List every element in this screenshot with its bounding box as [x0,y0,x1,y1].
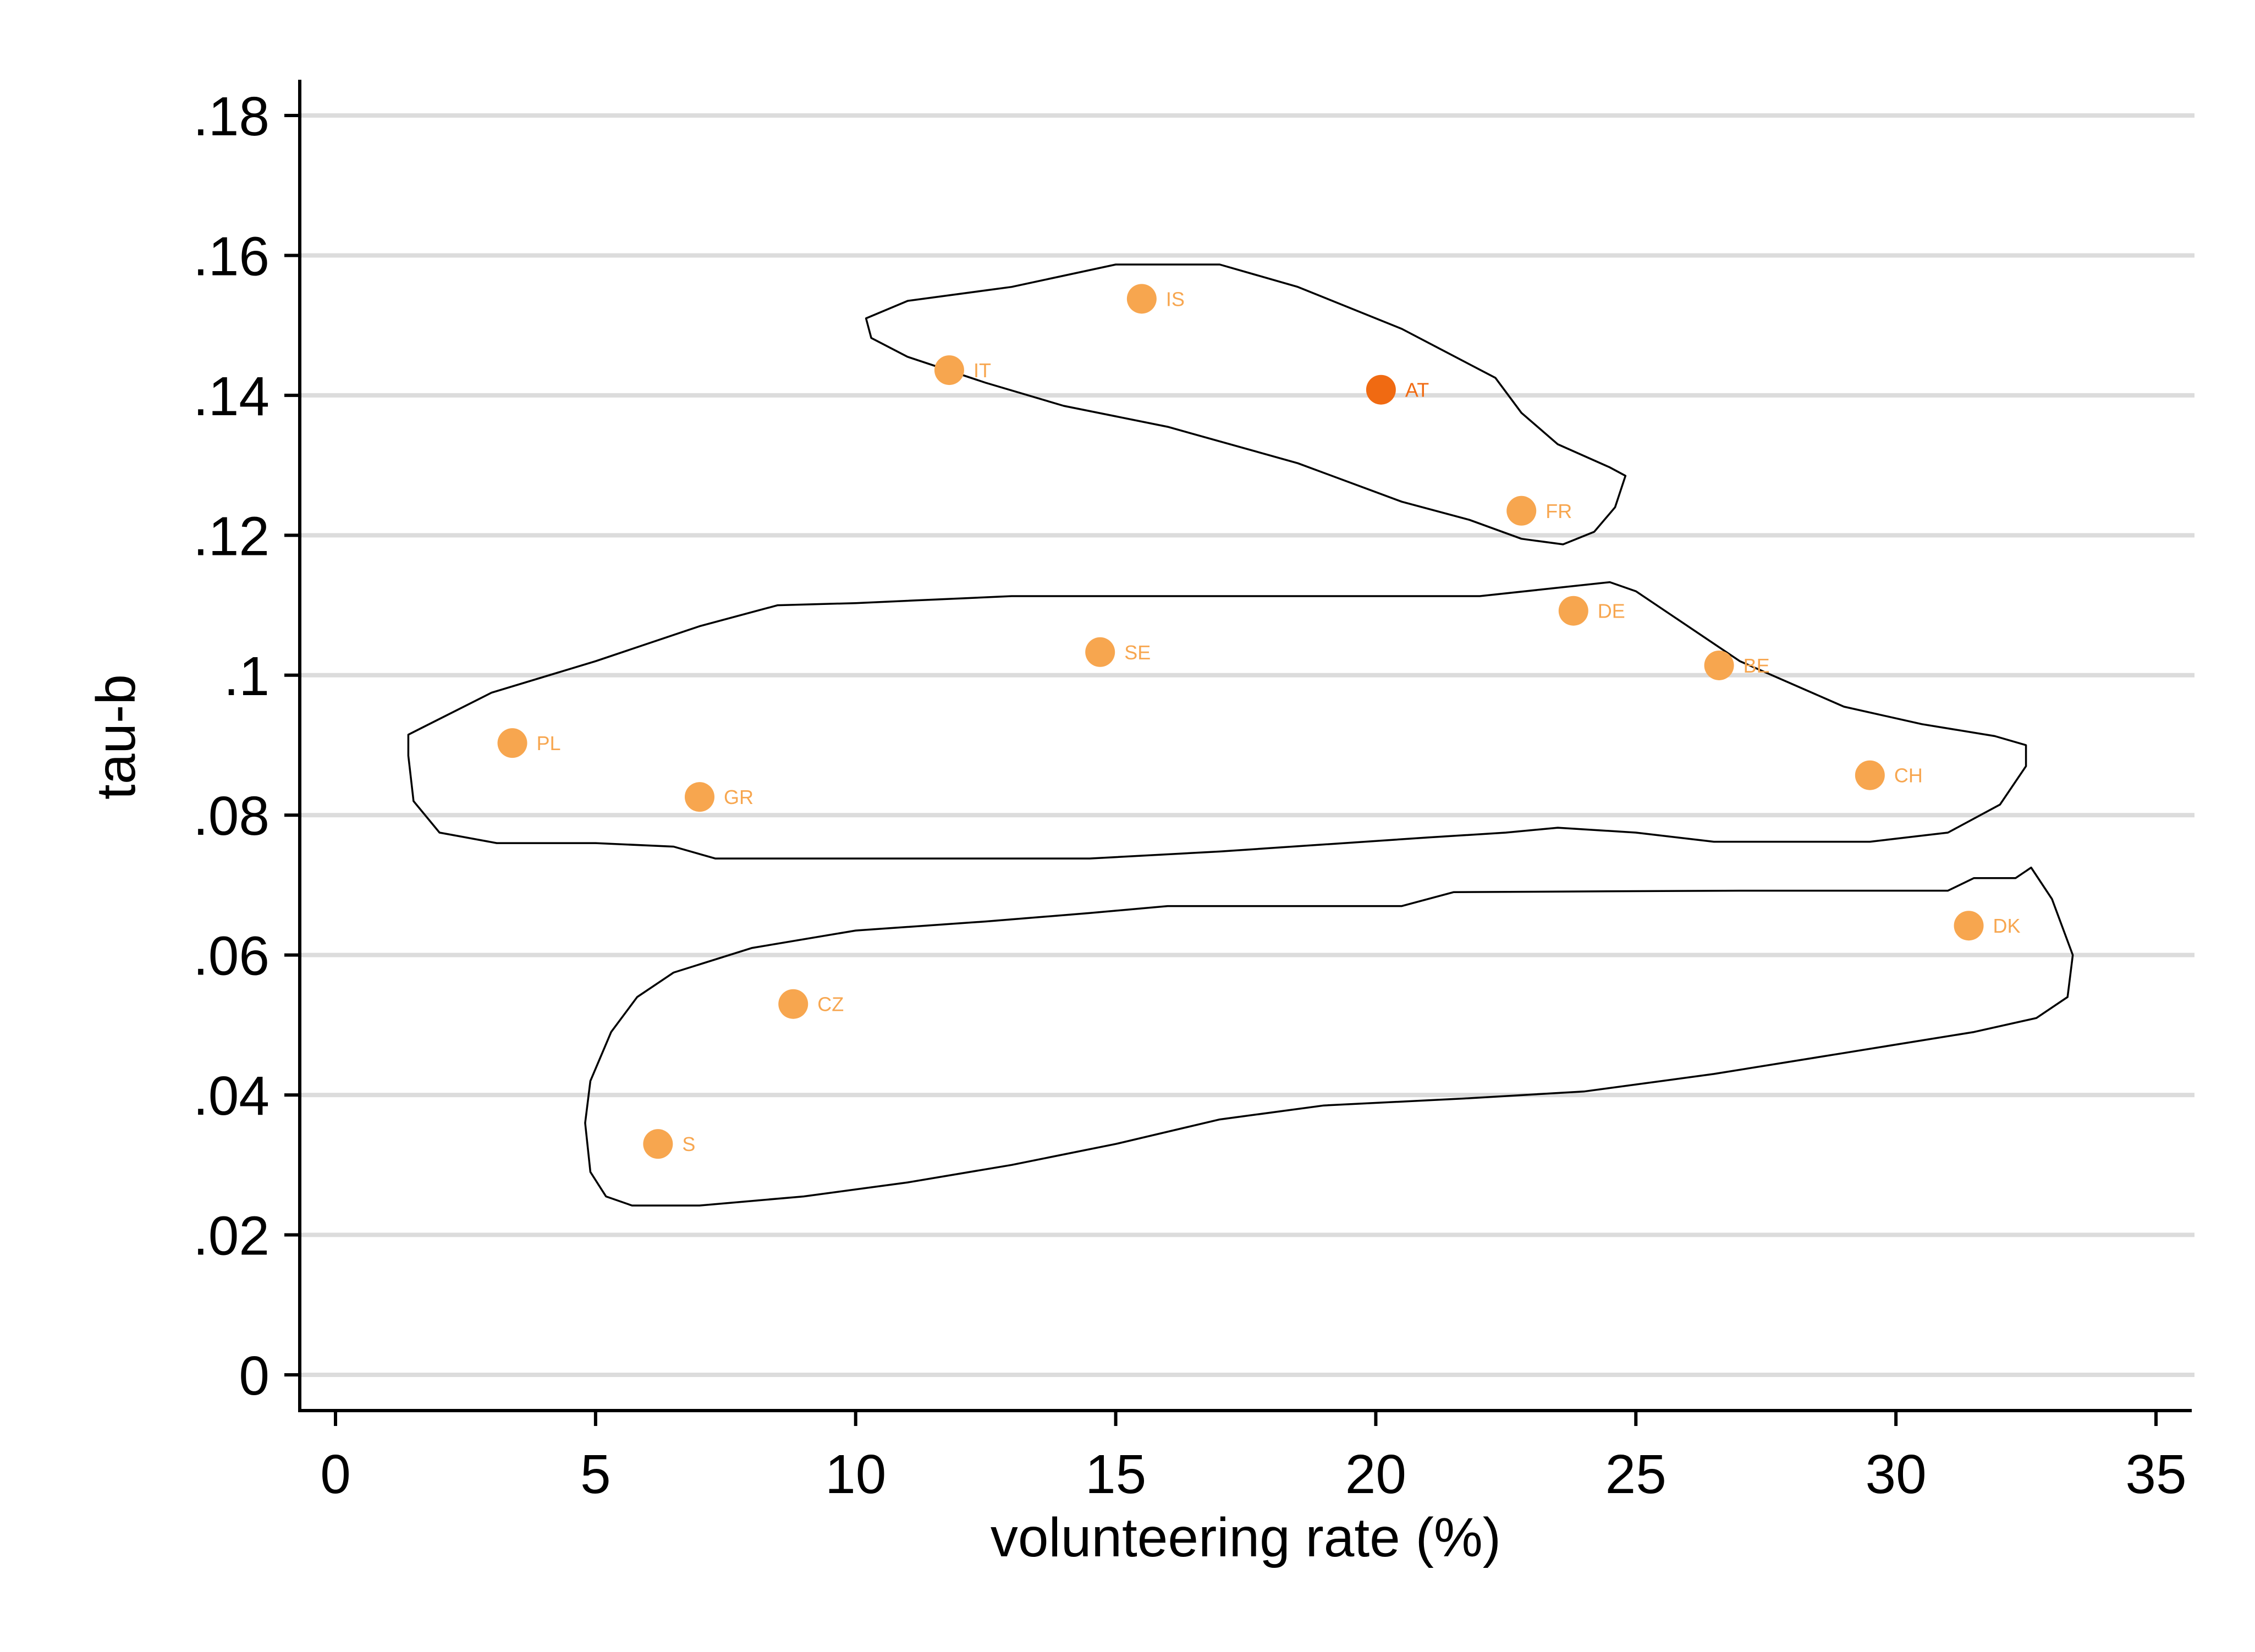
point-label-ch: CH [1894,764,1923,787]
x-tick-label: 0 [320,1444,351,1505]
y-tick-label: .08 [193,785,270,847]
point-label-s: S [682,1133,695,1155]
x-tick-label: 20 [1345,1444,1406,1505]
group-outline-1 [865,263,1627,546]
point-label-is: IS [1166,288,1185,310]
y-tick-label: .12 [193,505,270,567]
gridlines [301,113,2194,1377]
point-label-cz: CZ [817,993,844,1016]
y-tick-label: .04 [193,1065,270,1127]
y-tick-label: .14 [193,366,270,427]
point-label-gr: GR [724,786,754,808]
point-label-se: SE [1124,641,1151,664]
point-label-be: BE [1744,654,1770,677]
point-label-dk: DK [1993,915,2021,937]
y-axis-ticks: 0 .02 .04 .06 .08 .1 .12 .14 .16 .18 [193,86,300,1407]
point-dk [1954,911,1984,941]
point-label-it: IT [974,359,991,382]
x-tick-label: 35 [2125,1444,2186,1505]
point-fr [1506,495,1537,526]
x-tick-label: 25 [1605,1444,1667,1505]
y-tick-label: .06 [193,926,270,987]
y-tick-label: .1 [224,646,270,707]
point-ch [1855,760,1885,790]
point-is [1126,284,1157,314]
y-tick-label: 0 [239,1345,270,1407]
y-tick-label: .02 [193,1205,270,1267]
point-it [934,355,964,386]
x-tick-label: 15 [1085,1444,1146,1505]
group-outline-3 [584,866,2074,1207]
y-tick-label: .18 [193,86,270,147]
point-pl [497,728,527,758]
point-se [1085,637,1115,667]
point-label-pl: PL [537,732,561,755]
y-tick-label: .16 [193,225,270,287]
axes [298,80,2192,1412]
x-tick-label: 10 [825,1444,886,1505]
point-cz [778,989,809,1019]
x-axis-ticks: 0 5 10 15 20 25 30 35 [320,1411,2187,1505]
point-label-at: AT [1405,379,1429,401]
y-axis-label: tau-b [85,674,147,800]
group-outline-2 [407,581,2027,860]
point-be [1704,650,1734,680]
data-points: IS IT AT FR DE SE BE PL GR CH DK CZ S [497,284,2021,1159]
point-de [1558,596,1588,626]
x-tick-label: 30 [1866,1444,1927,1505]
x-axis-label: volunteering rate (%) [991,1507,1501,1568]
point-label-fr: FR [1546,500,1572,522]
point-gr [685,782,714,812]
point-at [1366,375,1396,405]
x-tick-label: 5 [580,1444,611,1505]
point-label-de: DE [1598,600,1625,623]
point-s [643,1129,673,1159]
group-outlines [407,263,2074,1207]
